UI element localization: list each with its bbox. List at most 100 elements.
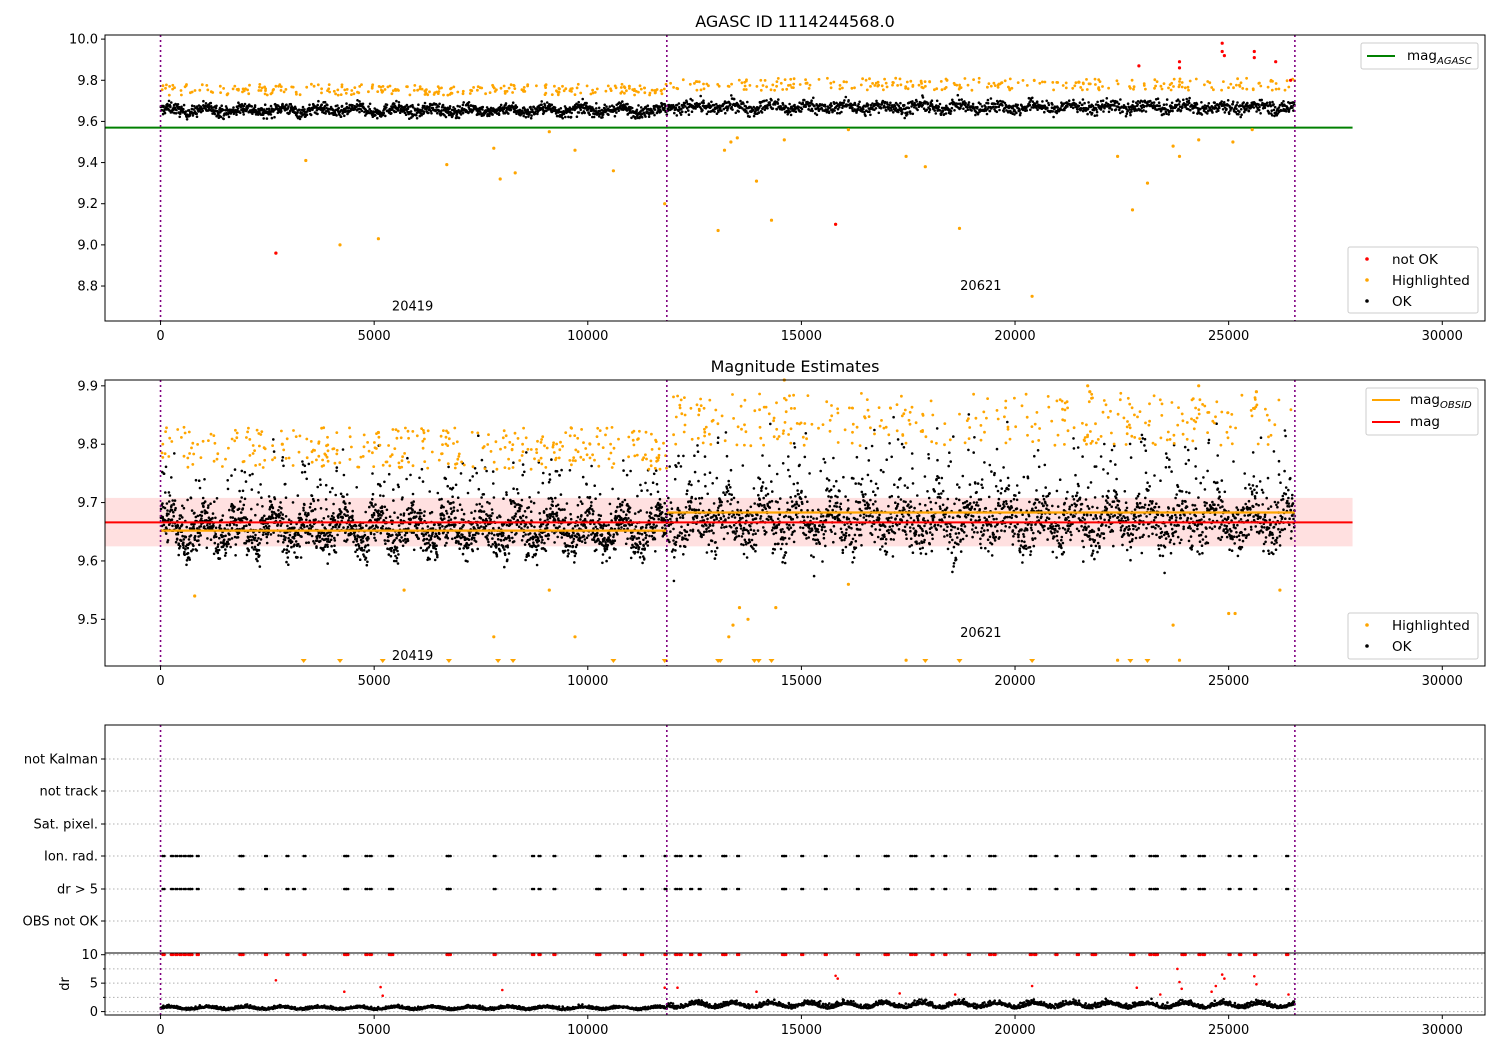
ok-point	[258, 541, 261, 545]
highlighted-point	[1077, 80, 1081, 84]
ok-point	[212, 552, 216, 556]
ok-point	[324, 112, 327, 115]
ok-point	[517, 525, 521, 528]
ok-point	[766, 107, 769, 110]
ok-point	[307, 513, 310, 516]
highlighted-point	[1030, 294, 1034, 298]
ok-point	[396, 549, 399, 553]
ok-point	[394, 110, 398, 113]
ok-point	[777, 98, 780, 101]
highlighted-point	[556, 93, 560, 97]
ok-point	[1206, 112, 1209, 115]
ok-point	[265, 535, 269, 539]
ok-point	[167, 518, 170, 521]
ok-point	[674, 106, 678, 110]
ok-point	[308, 532, 312, 536]
highlighted-point	[619, 91, 623, 95]
ok-point	[1236, 101, 1239, 104]
ok-point	[1238, 110, 1241, 113]
ok-point	[328, 490, 332, 494]
highlighted-point	[920, 85, 924, 89]
ok-point	[358, 110, 361, 114]
not-ok-point	[834, 222, 838, 226]
ok-point	[243, 470, 247, 474]
ok-point	[502, 531, 505, 535]
ok-point	[1043, 110, 1046, 114]
ok-point	[406, 539, 410, 542]
ok-point	[392, 499, 395, 502]
ok-point	[768, 103, 772, 107]
ok-point	[1192, 111, 1195, 114]
ok-point	[1240, 113, 1243, 116]
ok-point	[1063, 108, 1066, 112]
highlighted-point	[945, 79, 949, 82]
highlighted-point	[623, 86, 627, 90]
highlighted-point	[493, 90, 497, 93]
highlighted-point	[928, 80, 931, 83]
ok-point	[189, 534, 193, 537]
ok-point	[1019, 111, 1022, 115]
ok-point	[389, 554, 393, 558]
ok-point	[181, 516, 184, 519]
ok-point	[185, 525, 188, 529]
ok-point	[1230, 106, 1233, 110]
ok-point	[316, 498, 320, 502]
highlighted-point	[1245, 76, 1248, 80]
highlighted-point	[643, 86, 646, 90]
ok-point	[561, 116, 564, 120]
highlighted-point	[904, 85, 908, 88]
highlighted-point	[627, 84, 631, 88]
ok-point	[496, 516, 499, 519]
ok-point	[294, 533, 297, 537]
ok-point	[374, 503, 377, 506]
ok-point	[830, 104, 833, 108]
highlighted-point	[1222, 80, 1225, 83]
ok-point	[496, 538, 500, 541]
ok-point	[234, 543, 238, 546]
ok-point	[480, 458, 484, 462]
ok-point	[212, 524, 215, 528]
ok-point	[899, 101, 902, 105]
ok-point	[1125, 112, 1129, 115]
ok-point	[514, 515, 517, 518]
highlighted-point	[562, 89, 566, 93]
highlighted-point	[449, 91, 453, 95]
ok-point	[489, 514, 493, 518]
ok-point	[1259, 112, 1262, 115]
ok-point	[309, 502, 313, 506]
ok-point	[520, 504, 523, 508]
ok-point	[280, 534, 283, 538]
ok-point	[447, 515, 451, 519]
ok-point	[808, 104, 812, 107]
highlighted-point	[1132, 87, 1135, 91]
ok-point	[684, 110, 688, 114]
highlighted-point	[206, 88, 210, 92]
ok-point	[282, 548, 286, 551]
ok-point	[970, 109, 973, 112]
ok-point	[545, 101, 549, 104]
ok-point	[271, 506, 275, 510]
ok-point	[185, 118, 189, 121]
ok-point	[681, 110, 684, 114]
ok-point	[1142, 109, 1145, 112]
ok-point	[418, 515, 422, 518]
ok-point	[281, 456, 285, 459]
highlighted-point	[1160, 87, 1164, 91]
ok-point	[467, 101, 471, 104]
ok-point	[446, 484, 450, 488]
agasc-y-tick-label: 9.4	[77, 156, 98, 171]
ok-point	[529, 116, 533, 120]
not-ok-point	[1252, 56, 1256, 60]
highlighted-point	[509, 83, 513, 87]
ok-point	[265, 541, 269, 545]
ok-point	[342, 500, 346, 503]
ok-point	[182, 506, 186, 510]
highlighted-point	[846, 128, 851, 132]
ok-point	[1144, 110, 1148, 113]
highlighted-point	[193, 89, 197, 92]
ok-point	[385, 508, 389, 512]
highlighted-point	[740, 81, 744, 85]
ok-point	[581, 97, 584, 101]
ok-point	[367, 105, 370, 108]
ok-point	[894, 107, 898, 110]
